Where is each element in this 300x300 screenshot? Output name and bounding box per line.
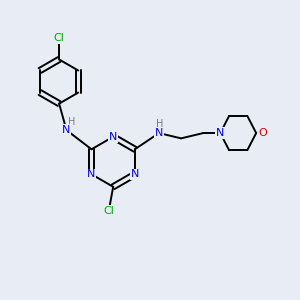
Text: H: H — [156, 119, 164, 129]
Text: N: N — [62, 125, 71, 135]
Text: N: N — [131, 169, 139, 179]
Text: N: N — [109, 132, 117, 142]
Text: Cl: Cl — [54, 33, 64, 43]
Text: N: N — [155, 128, 163, 138]
Text: O: O — [258, 128, 267, 138]
Text: H: H — [68, 117, 76, 127]
Text: Cl: Cl — [103, 206, 114, 216]
Text: N: N — [216, 128, 224, 138]
Text: N: N — [87, 169, 96, 179]
